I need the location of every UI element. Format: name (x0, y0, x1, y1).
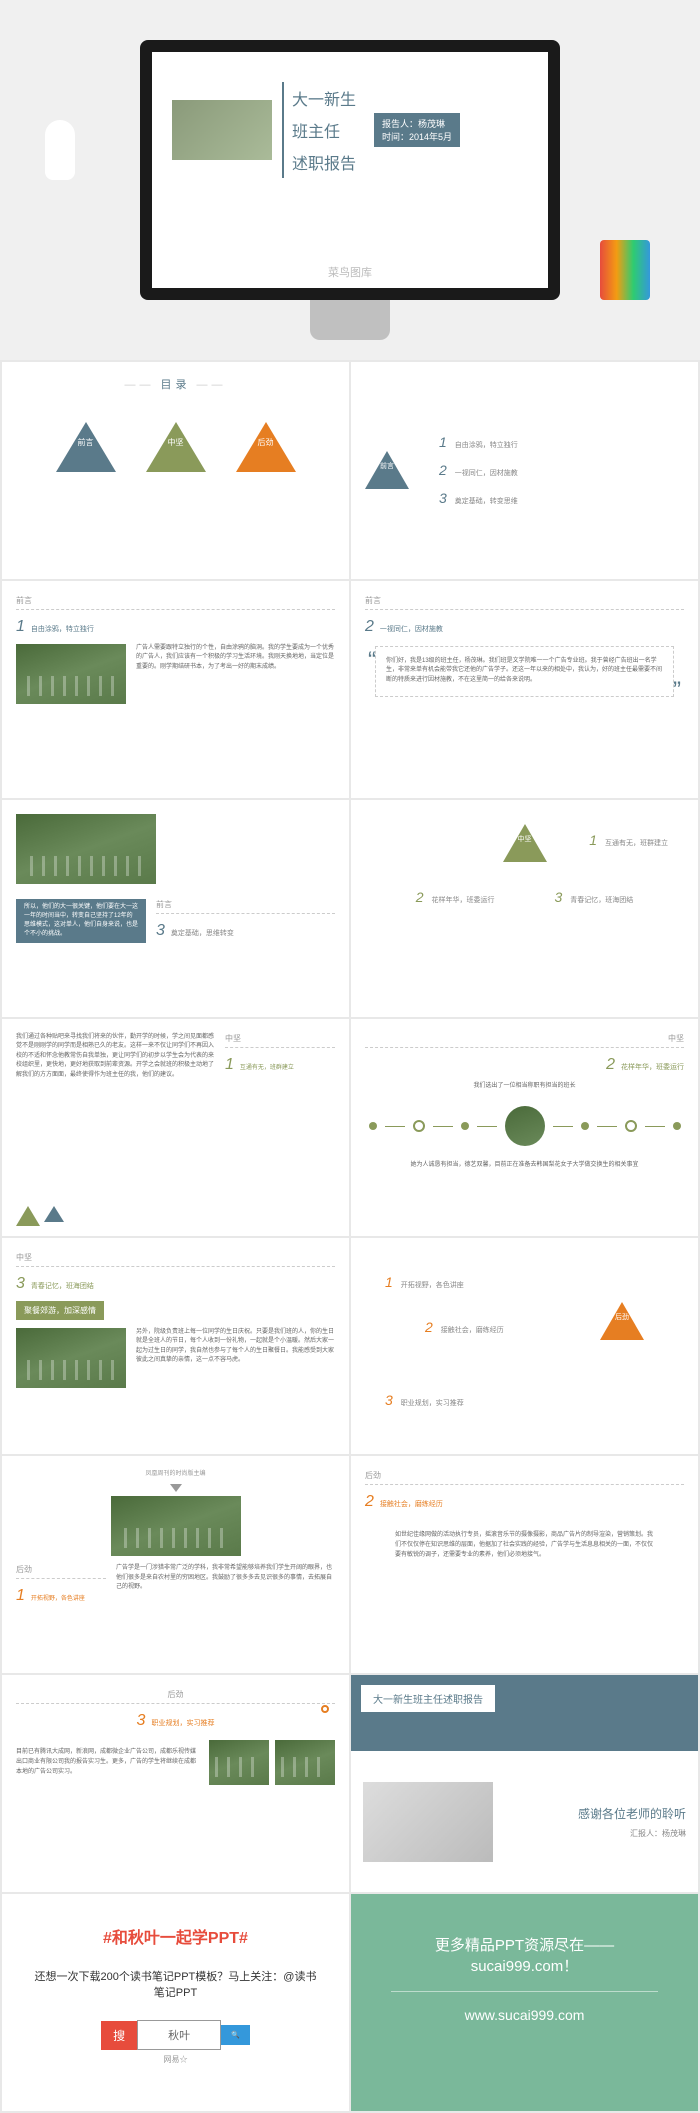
section-head: 中坚 (365, 1033, 684, 1048)
quote-box: 你们好，我是13级的班主任，杨茂琳。我们班是文学院唯一一个广告专业班。我于曾经广… (375, 646, 674, 697)
footer-promo-1: #和秋叶一起学PPT# 还想一次下载200个读书笔记PPT模板？马上关注：@读书… (2, 1894, 349, 2111)
section-head: 前言 (365, 595, 684, 610)
section-head: 后劲 (365, 1470, 684, 1485)
search-label: 搜 (101, 2021, 137, 2050)
slide-3-3: 后劲 3职业规划，实习推荐 目前已有腾讯大成网，新浪网，成都微企业广告公司，成都… (2, 1675, 349, 1892)
body-text: 另外，院级负责班上每一位同学的生日庆祝。只要是我们班的人，你的生日就是全班人的节… (136, 1328, 335, 1366)
body-text: 目前已有腾讯大成网，新浪网，成都微企业广告公司，成都乐视传媒出口商业有限公司我的… (16, 1748, 199, 1777)
footer2-url[interactable]: www.sucai999.com (391, 2007, 658, 2023)
list-item: 3奠定基础，转变思维 (439, 490, 518, 506)
section1-tri: 前言 (365, 451, 409, 489)
body-text: 如世纪佳缘网做的活动执行专员，摇滚音乐节的摄像摄影，商品广告片的制导渲染，营销策… (395, 1531, 654, 1560)
banner-text: 聚餐郊游，加深感情 (16, 1301, 104, 1320)
title-line1: 大一新生 (284, 82, 364, 114)
section2-tri: 中坚 (503, 824, 547, 862)
tri-blue: 前言 (56, 422, 116, 472)
deco-tri (16, 1206, 40, 1226)
watermark: 菜鸟图库 (328, 264, 372, 280)
section-head: 后劲 (16, 1564, 106, 1579)
thanks-photo (363, 1782, 493, 1862)
banner-text: 所以，他们的大一很关键，他们要在大一这一年的时间当中，转变自己坚持了12年的思维… (16, 899, 146, 943)
arrow-down-icon (170, 1484, 182, 1492)
deco-tri (44, 1206, 64, 1222)
section-head: 中坚 (225, 1033, 335, 1048)
slide-toc: 目录 前言 中坚 后劲 (2, 362, 349, 579)
slide-section1: 前言 1自由涂鸦，特立独行 2一视同仁，因材施教 3奠定基础，转变思维 (351, 362, 698, 579)
search-bar: 搜 秋叶 🔍 (32, 2020, 319, 2050)
section-head: 前言 (16, 595, 335, 610)
content-photo (111, 1496, 241, 1556)
section3-tri: 后劲 (600, 1302, 644, 1340)
slide-2-3: 中坚 3青春记忆，班海团结 聚餐郊游，加深感情 另外，院级负责班上每一位同学的生… (2, 1238, 349, 1455)
content-photo (16, 814, 156, 884)
monitor-frame: 大一新生 班主任 述职报告 报告人：杨茂琳 时间：2014年5月 菜鸟图库 (140, 40, 560, 300)
section-head: 中坚 (16, 1252, 335, 1267)
body-text: 我们通过各种贴吧来寻找我们将来的伙伴，勤开学的时候，学之间见面都感觉不是刚刚学的… (16, 1033, 215, 1081)
title-line3: 述职报告 (284, 146, 364, 178)
toc-title: 目录 (16, 376, 335, 392)
title-photo (172, 100, 272, 160)
slides-grid: 目录 前言 中坚 后劲 前言 1自由涂鸦，特立独行 2一视同仁，因材施教 3奠定… (0, 360, 700, 2113)
pencils-decoration (600, 240, 650, 300)
title-slide: 大一新生 班主任 述职报告 报告人：杨茂琳 时间：2014年5月 菜鸟图库 (152, 52, 548, 288)
slide-3-2: 后劲 2接触社会，磨练经历 如世纪佳缘网做的活动执行专员，摇滚音乐节的摄像摄影，… (351, 1456, 698, 1673)
report-date: 时间：2014年5月 (382, 130, 452, 143)
footer-promo-2: 更多精品PPT资源尽在——sucai999.com！ www.sucai999.… (351, 1894, 698, 2111)
slide-1-3: 所以，他们的大一很关键，他们要在大一这一年的时间当中，转变自己坚持了12年的思维… (2, 800, 349, 1017)
promo-title: #和秋叶一起学PPT# (32, 1924, 319, 1948)
content-photo (16, 1328, 126, 1388)
slide-2-1: 我们通过各种贴吧来寻找我们将来的伙伴，勤开学的时候，学之间见面都感觉不是刚刚学的… (2, 1019, 349, 1236)
thanks-title: 大一新生班主任述职报告 (361, 1685, 495, 1712)
content-photo (275, 1740, 335, 1785)
slide-1-1: 前言 1自由涂鸦，特立独行 广告人需要跟特立独行的个性，自由涂鸦的脑洞。我的学生… (2, 581, 349, 798)
thanks-msg: 感谢各位老师的聆听 (503, 1805, 686, 1822)
slide-2-2: 中坚 2花样年华，班委运行 我们选出了一位相当称职有担当的班长 她为人诚恳有担当… (351, 1019, 698, 1236)
search-icon[interactable]: 🔍 (221, 2025, 250, 2045)
thanks-reporter: 汇报人：杨茂琳 (503, 1828, 686, 1839)
list-item: 2一视同仁，因材施教 (439, 462, 518, 478)
slide-thanks: 大一新生班主任述职报告 感谢各位老师的聆听 汇报人：杨茂琳 (351, 1675, 698, 1892)
slide-3-1: 凤凰周刊的时尚版主编 后劲 1开拓视野，各色讲座 广告学是一门涉猎非常广泛的学科… (2, 1456, 349, 1673)
title-line2: 班主任 (284, 114, 364, 146)
vase-decoration (40, 60, 80, 180)
slide-1-2: 前言 2一视同仁，因材施教 你们好，我是13级的班主任，杨茂琳。我们班是文学院唯… (351, 581, 698, 798)
footer2-title: 更多精品PPT资源尽在——sucai999.com！ (391, 1934, 658, 1992)
reporter: 报告人：杨茂琳 (382, 117, 452, 130)
hero-mockup: 大一新生 班主任 述职报告 报告人：杨茂琳 时间：2014年5月 菜鸟图库 (0, 0, 700, 360)
body-text: 广告人需要跟特立独行的个性，自由涂鸦的脑洞。我的学生要成为一个优秀的广告人，我们… (136, 644, 335, 673)
content-photo (209, 1740, 269, 1785)
search-box[interactable]: 秋叶 (137, 2020, 221, 2050)
content-photo (16, 644, 126, 704)
section-head: 前言 (156, 899, 335, 914)
promo-sub: 还想一次下载200个读书笔记PPT模板？马上关注：@读书笔记PPT (32, 1968, 319, 2000)
slide-section3: 1开拓视野，各色讲座 2接触社会，磨练经历 3职业规划，实习推荐 后劲 (351, 1238, 698, 1455)
timeline-dots (365, 1106, 684, 1146)
tri-orange: 后劲 (236, 422, 296, 472)
slide-section2: 1互通有无，班群建立 中坚 2花样年华，班委运行 3青春记忆，班海团结 (351, 800, 698, 1017)
section-head: 后劲 (16, 1689, 335, 1704)
body-text: 广告学是一门涉猎非常广泛的学科，我非常希望能够培养我们学生开阔的眼界，也他们很多… (116, 1564, 335, 1593)
tri-green: 中坚 (146, 422, 206, 472)
list-item: 1自由涂鸦，特立独行 (439, 434, 518, 450)
